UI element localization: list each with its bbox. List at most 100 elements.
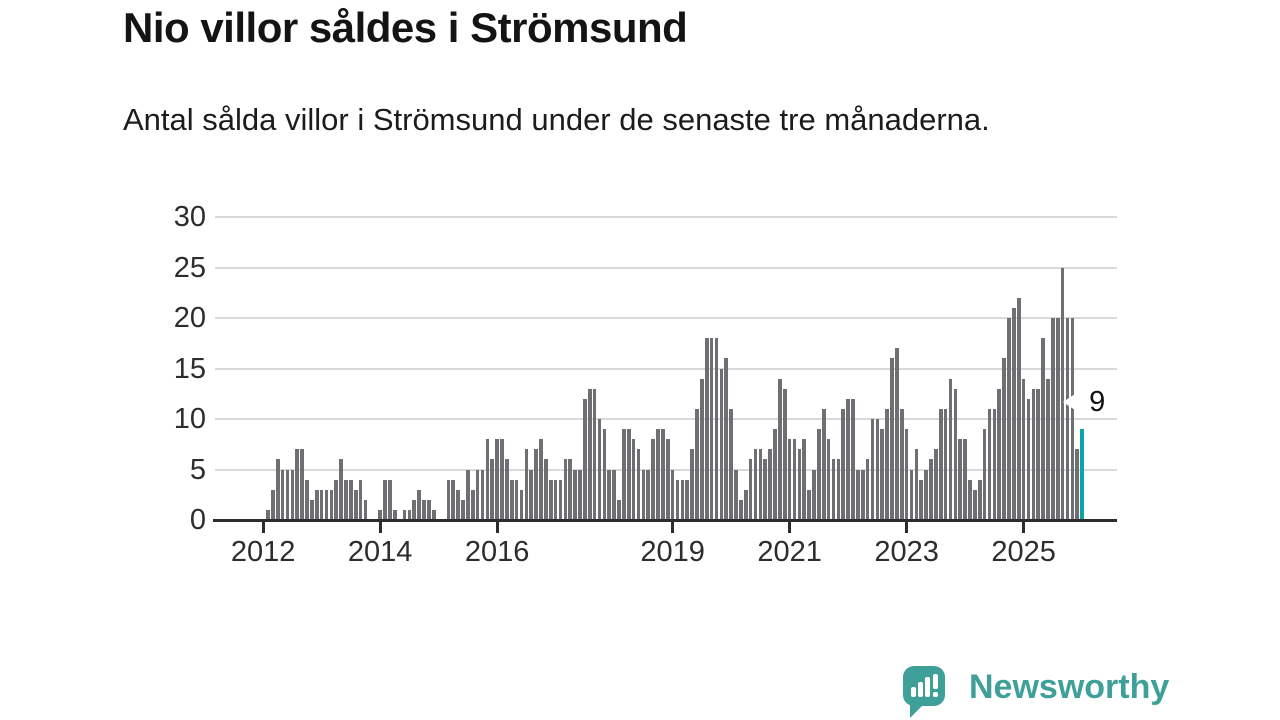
- newsworthy-logo: Newsworthy: [903, 666, 1169, 720]
- last-value-label: 9: [1089, 386, 1106, 418]
- bar: [724, 358, 729, 520]
- bar: [466, 469, 470, 520]
- bar: [938, 408, 943, 520]
- bar: [661, 429, 665, 520]
- bar: [319, 489, 324, 520]
- bar: [700, 378, 704, 520]
- bar: [992, 408, 997, 520]
- logo-bar-tall: [925, 677, 930, 697]
- bar: [856, 469, 860, 520]
- bar: [787, 439, 792, 520]
- bar: [914, 449, 919, 520]
- bar: [802, 439, 807, 520]
- bar: [446, 479, 451, 520]
- x-axis-tick: [495, 522, 499, 533]
- gridline: [215, 317, 1117, 319]
- bar: [812, 469, 816, 520]
- newsworthy-wordmark: Newsworthy: [969, 668, 1170, 706]
- bar: [529, 469, 534, 520]
- bar: [363, 499, 368, 520]
- bar: [578, 469, 582, 520]
- bar: [719, 368, 724, 520]
- bar: [919, 479, 924, 520]
- bar: [739, 499, 743, 520]
- bar: [924, 469, 928, 520]
- y-axis-tick-label: 30: [173, 201, 206, 233]
- bar: [826, 439, 831, 520]
- bar: [880, 429, 885, 520]
- bar: [285, 469, 290, 520]
- bar: [280, 469, 285, 520]
- bar: [349, 479, 353, 520]
- x-axis-tick: [905, 522, 909, 533]
- y-axis-tick-label: 10: [173, 403, 206, 435]
- bar: [670, 469, 675, 520]
- bar: [339, 459, 343, 520]
- bar: [324, 489, 329, 520]
- logo-bar-medium: [918, 682, 923, 697]
- bar: [1007, 318, 1011, 520]
- bar: [509, 479, 514, 520]
- bar: [1060, 267, 1065, 520]
- x-axis-tick-label: 2014: [347, 536, 413, 568]
- bar: [773, 429, 777, 520]
- bar: [310, 499, 314, 520]
- x-axis-tick-label: 2016: [464, 536, 530, 568]
- bar: [534, 449, 538, 520]
- bar: [987, 408, 992, 520]
- bar: [271, 489, 275, 520]
- bar: [402, 509, 407, 520]
- bar: [334, 479, 339, 520]
- bar: [548, 479, 553, 520]
- x-axis-tick: [261, 522, 265, 533]
- bar: [675, 479, 680, 520]
- highlighted-bar: [1080, 429, 1084, 520]
- bar: [817, 429, 821, 520]
- annotation-pointer: [1063, 392, 1079, 412]
- bar: [656, 429, 660, 520]
- bar: [1026, 398, 1031, 520]
- x-axis-tick-label: 2019: [640, 536, 705, 568]
- bar: [1012, 307, 1016, 520]
- logo-exclamation-dot: [933, 692, 938, 697]
- x-axis-tick-label: 2012: [230, 536, 296, 568]
- bar: [875, 419, 880, 520]
- bar: [982, 429, 987, 520]
- bar: [539, 439, 543, 520]
- bar: [427, 499, 431, 520]
- bar: [305, 479, 309, 520]
- bar: [1036, 388, 1041, 520]
- bar: [495, 439, 499, 520]
- bar: [314, 489, 319, 520]
- bar: [782, 388, 787, 520]
- bar: [622, 429, 626, 520]
- x-axis-line: [213, 519, 1117, 522]
- bar: [583, 398, 587, 520]
- bar: [378, 509, 382, 520]
- y-axis-tick-label: 0: [189, 504, 206, 536]
- y-axis-tick-label: 15: [173, 352, 206, 385]
- bar: [480, 469, 485, 520]
- bar: [573, 469, 577, 520]
- bar: [1016, 297, 1021, 520]
- bar: [1070, 318, 1075, 520]
- bar: [807, 489, 811, 520]
- bar: [1041, 338, 1045, 520]
- bar: [597, 419, 602, 520]
- x-axis-tick-label: 2023: [874, 536, 939, 568]
- bar: [407, 509, 412, 520]
- bar: [904, 429, 909, 520]
- y-axis-tick-label: 5: [189, 453, 206, 486]
- bar: [544, 459, 548, 520]
- bar: [587, 388, 592, 520]
- bar: [475, 469, 480, 520]
- gridline: [215, 216, 1117, 218]
- bar: [792, 439, 797, 520]
- bar: [865, 459, 870, 520]
- bar: [743, 489, 748, 520]
- bar: [412, 499, 417, 520]
- bar: [1031, 388, 1036, 520]
- gridline: [215, 367, 1117, 370]
- bar: [1002, 358, 1006, 520]
